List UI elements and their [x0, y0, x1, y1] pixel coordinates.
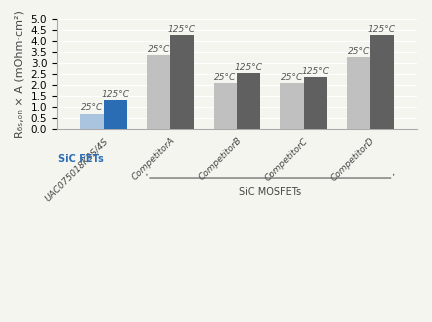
Text: UAC075018K3S/4S: UAC075018K3S/4S: [43, 136, 110, 203]
Bar: [237, 73, 260, 129]
Text: SiC FETs: SiC FETs: [58, 154, 104, 164]
Text: CompetitorD: CompetitorD: [330, 136, 377, 183]
Bar: [213, 83, 237, 129]
Bar: [170, 35, 194, 129]
Text: 25°C: 25°C: [214, 73, 236, 82]
Y-axis label: R₆ₛ,ₒₙ × A (mOhm·cm²): R₆ₛ,ₒₙ × A (mOhm·cm²): [15, 10, 25, 138]
Text: 25°C: 25°C: [147, 45, 170, 54]
Bar: [80, 114, 104, 129]
Text: 125°C: 125°C: [368, 25, 396, 34]
Bar: [147, 55, 170, 129]
Bar: [304, 77, 327, 129]
Bar: [104, 100, 127, 129]
Text: CompetitorC: CompetitorC: [264, 136, 310, 183]
Text: 25°C: 25°C: [347, 47, 370, 56]
Text: 125°C: 125°C: [168, 25, 196, 34]
Text: 125°C: 125°C: [235, 63, 263, 72]
Text: CompetitorB: CompetitorB: [197, 136, 243, 183]
Text: CompetitorA: CompetitorA: [130, 136, 177, 183]
Text: SiC MOSFETs: SiC MOSFETs: [239, 187, 302, 197]
Bar: [347, 57, 370, 129]
Text: 25°C: 25°C: [81, 103, 103, 112]
Text: 125°C: 125°C: [101, 90, 129, 99]
Text: 25°C: 25°C: [281, 73, 303, 82]
Text: 125°C: 125°C: [301, 67, 329, 76]
Bar: [280, 83, 304, 129]
Bar: [370, 35, 394, 129]
